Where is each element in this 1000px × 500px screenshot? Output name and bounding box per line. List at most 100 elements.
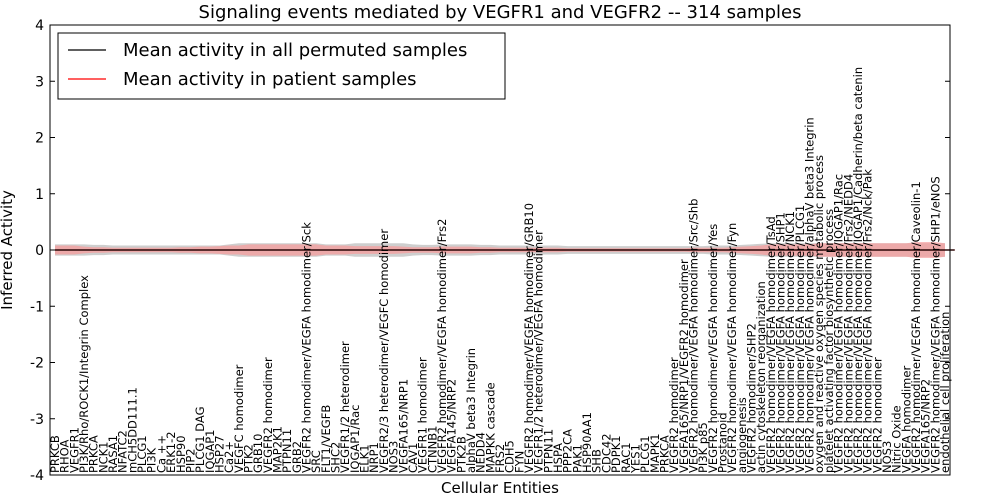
- category-label: NRP1: [367, 442, 381, 473]
- category-label: platelet activating factor biosynthetic …: [822, 209, 836, 473]
- category-label: VEGFR2 homodimer/SHP2: [745, 323, 759, 473]
- category-label: oxygen and reactive oxygen species metab…: [812, 155, 826, 473]
- y-axis-label: Inferred Activity: [0, 190, 16, 310]
- category-label: VEGFR2 homodimer/VEGFA homodimer/Fyn: [725, 223, 739, 473]
- category-label: RHOA: [58, 440, 72, 473]
- category-label: VEGFR2 homodimer: [870, 357, 884, 473]
- category-label: IQGAP1: [203, 430, 217, 473]
- category-label: PAK1: [570, 444, 584, 473]
- category-label: PRKCA: [658, 435, 672, 473]
- category-label: PLCG1: [135, 435, 149, 473]
- category-label: GRB2: [290, 441, 304, 473]
- category-label: SHC2: [329, 442, 343, 473]
- category-label: NOS3: [880, 441, 894, 473]
- category-label: VEGFR2 homodimer/VEGFA homodimer/SHP1: [774, 212, 788, 473]
- category-label: VEGFR2 homodimer/VEGFA homodimer/Src/Shb: [687, 199, 701, 473]
- category-label: mCH5DD111.1: [125, 387, 139, 473]
- category-label: FRS2: [493, 444, 507, 473]
- category-label: VEGFR2 homodimer/VEGFA homodimer/Caveoli…: [909, 181, 923, 473]
- category-label: VEGFR2 homodimer: [667, 357, 681, 473]
- category-label: PLCG1: [638, 435, 652, 473]
- category-label: HSPA: [551, 443, 565, 473]
- category-label: PI3K: [145, 447, 159, 473]
- y-tick-label: -1: [30, 299, 44, 315]
- category-label: VEGFR2 homodimer/VEGFA homodimer/Frs2: [435, 219, 449, 473]
- y-tick-label: 4: [35, 18, 44, 34]
- category-label: CDC42: [599, 433, 613, 473]
- category-label: actin cytoskeleton reorganization: [754, 281, 768, 473]
- chart-title: Signaling events mediated by VEGFR1 and …: [199, 2, 802, 23]
- category-label: VEGFR2/3 heterodimer/VEGFC homodimer: [377, 229, 391, 473]
- category-label: FLT1/VEGFB: [319, 405, 333, 473]
- category-label: SRC: [309, 450, 323, 473]
- category-label: HSP27: [213, 435, 227, 473]
- category-label: NFATC2: [116, 430, 130, 473]
- category-label: HSP90: [174, 435, 188, 473]
- category-label: alphaV beta3 Integrin: [464, 348, 478, 473]
- category-label: PPP2CA: [561, 429, 575, 473]
- category-label: PTK2: [242, 444, 256, 473]
- category-label: endothelial cell proliferation: [938, 312, 952, 473]
- y-tick-label: -3: [30, 412, 44, 428]
- y-tick-label: -2: [30, 356, 44, 372]
- category-label: VEGFR1 homodimer: [416, 357, 430, 473]
- category-label: VEGFR2 homodimer/VEGFA homodimer/PLCG1: [793, 205, 807, 473]
- legend-box: [57, 32, 506, 100]
- category-label: VEGFR2 homodimer/VEGFA homodimer/alphaV …: [803, 117, 817, 473]
- category-label: ERK1-2: [164, 431, 178, 473]
- category-label: VEGFR2 homodimer/VEGFA homodimer/TsAd: [764, 216, 778, 473]
- category-label: VEGFA165/NRP1/VEGFR2 homodimer: [677, 259, 691, 473]
- legend-label-permuted: Mean activity in all permuted samples: [123, 40, 467, 61]
- category-label: VEGFR2 homodimer/VEGFA homodimer/GRB10: [522, 203, 536, 473]
- category-label: VEGFR1: [67, 427, 81, 473]
- category-label: NEDD4: [474, 432, 488, 473]
- category-label: CTNNB1: [425, 426, 439, 473]
- category-label: Ca2+: [222, 441, 236, 473]
- category-label: VEGFR1/2 heterodimer/VEGFA homodimer: [532, 230, 546, 473]
- category-label: FYN: [512, 451, 526, 473]
- y-tick-label: 0: [35, 243, 44, 259]
- category-label: MAPKK cascade: [483, 382, 497, 473]
- category-label: YES1: [628, 444, 642, 474]
- category-label: VEGFA145/NRP2: [445, 379, 459, 473]
- category-label: Prostanoid: [716, 412, 730, 473]
- category-label: PTK2B: [454, 436, 468, 473]
- category-label: VEGFR2 homodimer: [261, 357, 275, 473]
- category-label: VEGFR2 homodimer/VEGFA homodimer/SHP1/eN…: [928, 176, 942, 473]
- category-label: ELK1: [358, 444, 372, 473]
- y-axis-ticks: -4 -3 -2 -1 0 1 2 3 4: [30, 18, 950, 484]
- category-label: Nitric Oxide: [890, 405, 904, 473]
- category-label: IQGAP1/Rac: [348, 405, 362, 473]
- y-tick-label: 2: [35, 131, 44, 147]
- category-label: PIP2: [183, 448, 197, 473]
- category-label: angiogenesis: [735, 397, 749, 473]
- category-label: HSP90AA1: [580, 412, 594, 473]
- category-label: VEGFR2 homodimer/VEGFA homodimer/Sck: [300, 222, 314, 473]
- legend-label-patient: Mean activity in patient samples: [123, 69, 417, 90]
- category-label: CDH5: [503, 440, 517, 473]
- category-label: PRKCB: [48, 435, 62, 473]
- y-tick-label: 3: [35, 74, 44, 90]
- category-label: CAV1: [406, 443, 420, 473]
- category-label: RAC1: [619, 442, 633, 473]
- category-label: VEGFA165/NRP1: [396, 379, 410, 473]
- category-label: VEGFR2 homodimer/VEGFA homodimer/IQGAP1/…: [832, 174, 846, 473]
- category-label: VEGFA165/NRP2: [919, 379, 933, 473]
- category-label: RASA1: [106, 435, 120, 473]
- category-label: MAP2K1: [271, 426, 285, 473]
- category-label: PDPK1: [609, 435, 623, 473]
- category-label: VEGFA homodimer: [899, 366, 913, 473]
- category-label: VEGFR1/2 heterodimer: [338, 341, 352, 473]
- category-label: PI3K p85: [696, 422, 710, 473]
- category-label: PLCG1 DAG: [193, 407, 207, 473]
- category-label: PTPN11: [541, 429, 555, 473]
- category-label: PI3K/Rho/ROCK1/Integrin Complex: [77, 275, 91, 473]
- x-axis-label: Cellular Entities: [441, 479, 559, 497]
- category-label: VEGFR2 homodimer/VEGFA homodimer/Frs2/NE…: [841, 174, 855, 473]
- category-label: MAPK1: [648, 433, 662, 473]
- category-label: VEGFR2 homodimer/VEGFA homodimer/Yes: [706, 224, 720, 473]
- y-tick-label: 1: [35, 187, 44, 203]
- category-label: VEGFR2 homodimer/VEGFA homodimer/Frs2/Nc…: [861, 169, 875, 473]
